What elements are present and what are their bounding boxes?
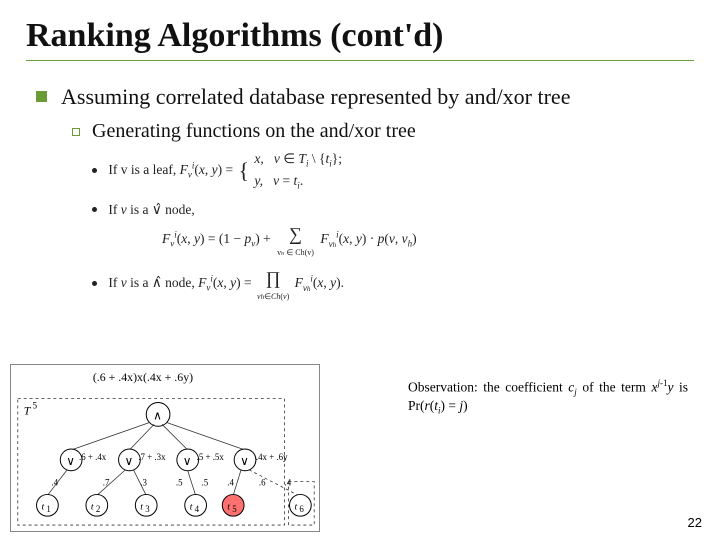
svg-text:t: t <box>140 501 143 512</box>
svg-text:.7: .7 <box>103 478 110 488</box>
svg-text:5: 5 <box>33 400 38 410</box>
dot-bullet-icon <box>92 168 97 173</box>
dot-bullet-icon <box>92 207 97 212</box>
svg-text:.4: .4 <box>227 478 234 488</box>
svg-text:t: t <box>294 501 297 512</box>
svg-text:∨: ∨ <box>124 454 133 468</box>
leaf-t6: t6 <box>290 494 312 516</box>
svg-text:3: 3 <box>145 504 150 514</box>
svg-text:t: t <box>91 501 94 512</box>
math-and-case: If v is a ∧̂ node, Fvi(x, y) = ∏ vh∈Ch(v… <box>92 265 694 303</box>
leaf-t5-selected: t5 <box>222 494 244 516</box>
leaf-pre: If v is a leaf, <box>108 162 179 177</box>
svg-text:.3: .3 <box>140 478 147 488</box>
andxor-tree-diagram: (.6 + .4x)x(.4x + .6y) T 5 ∧ ∨ ∨ ∨ ∨ .6 … <box>10 364 320 532</box>
svg-text:.4x + .6y: .4x + .6y <box>256 452 288 462</box>
bullet-level-1: Assuming correlated database represented… <box>36 83 694 111</box>
leaf-t1: t1 <box>37 494 59 516</box>
svg-text:.4: .4 <box>285 478 292 488</box>
svg-text:2: 2 <box>96 504 100 514</box>
bullet-level-1-text: Assuming correlated database represented… <box>61 83 570 111</box>
math-or-formula: Fvi(x, y) = (1 − pv) + ∑ vₕ ∈ Ch(v) Fvhi… <box>162 221 694 259</box>
slide-root: Ranking Algorithms (cont'd) Assuming cor… <box>0 0 720 540</box>
top-poly: (.6 + .4x)x(.4x + .6y) <box>93 370 193 384</box>
svg-text:1: 1 <box>46 504 50 514</box>
svg-text:t: t <box>227 501 230 512</box>
leaf-case1-val: x, <box>254 151 263 166</box>
svg-text:6: 6 <box>299 504 304 514</box>
math-leaf-case: If v is a leaf, Fvi(x, y) = { x, v ∈ Ti … <box>92 149 694 192</box>
svg-text:.5: .5 <box>202 478 209 488</box>
svg-text:.7 + .3x: .7 + .3x <box>138 452 166 462</box>
svg-text:5: 5 <box>232 504 237 514</box>
svg-text:t: t <box>41 501 44 512</box>
svg-text:T: T <box>24 403 32 417</box>
svg-text:.5 + .5x: .5 + .5x <box>197 452 225 462</box>
math-block: If v is a leaf, Fvi(x, y) = { x, v ∈ Ti … <box>92 149 694 303</box>
square-bullet-icon <box>36 91 47 102</box>
leaf-t2: t2 <box>86 494 108 516</box>
or-node-2: ∨ <box>119 449 141 471</box>
svg-text:∨: ∨ <box>240 454 249 468</box>
dot-bullet-icon <box>92 281 97 286</box>
leaf-t3: t3 <box>135 494 157 516</box>
or-node-3: ∨ <box>177 449 199 471</box>
and-symbol: ∧ <box>153 408 162 422</box>
svg-text:.4: .4 <box>51 478 58 488</box>
svg-text:.5: .5 <box>176 478 183 488</box>
bullet-level-2-text: Generating functions on the and/xor tree <box>92 120 416 143</box>
svg-text:4: 4 <box>195 504 200 514</box>
observation-text: Observation: the coefficient cj of the t… <box>408 378 688 417</box>
bullet-level-2: Generating functions on the and/xor tree <box>72 120 694 143</box>
svg-text:t: t <box>190 501 193 512</box>
leaf-case2-val: y, <box>254 173 263 188</box>
page-title: Ranking Algorithms (cont'd) <box>26 18 694 61</box>
svg-text:.6: .6 <box>259 478 266 488</box>
svg-text:.6 + .4x: .6 + .4x <box>79 452 107 462</box>
page-number: 22 <box>688 515 702 530</box>
leaf-t4: t4 <box>185 494 207 516</box>
svg-text:∨: ∨ <box>183 454 192 468</box>
math-or-case: If v is a ∨̂ node, <box>92 199 694 220</box>
or-pre: If v is a ∨̂ node, <box>108 200 194 220</box>
hollow-square-bullet-icon <box>72 128 80 136</box>
or-node-4: ∨ <box>234 449 256 471</box>
svg-text:∨: ∨ <box>66 454 75 468</box>
sum-sub: vₕ ∈ Ch(v) <box>277 247 314 259</box>
